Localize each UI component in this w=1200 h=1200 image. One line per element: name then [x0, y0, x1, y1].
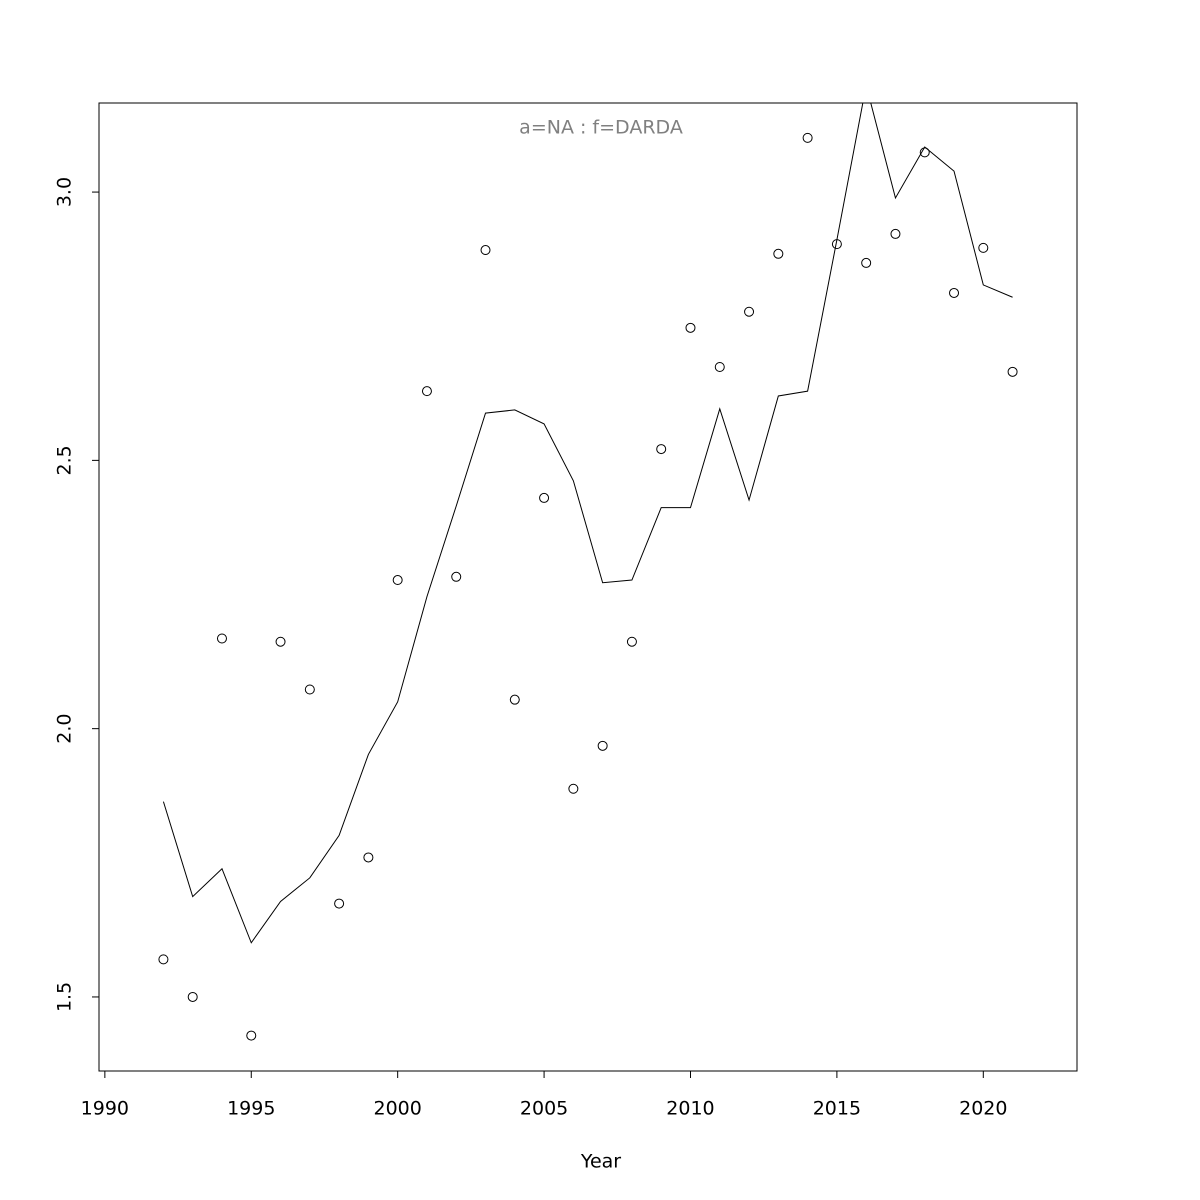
- data-point: [861, 257, 872, 268]
- data-point: [304, 684, 315, 695]
- data-point: [626, 636, 637, 647]
- data-point: [714, 362, 725, 372]
- y-tick-label: 1.5: [54, 982, 76, 1012]
- y-tick-label: 2.5: [54, 445, 76, 475]
- data-point: [597, 740, 608, 751]
- data-point: [685, 322, 696, 333]
- data-point: [158, 954, 169, 965]
- data-point: [216, 633, 227, 644]
- data-point: [890, 228, 901, 239]
- data-point: [744, 306, 755, 317]
- data-point: [246, 1030, 257, 1041]
- chart-title: a=NA : f=DARDA: [519, 117, 683, 139]
- data-point: [363, 852, 374, 863]
- x-tick-label: 1995: [227, 1098, 275, 1120]
- data-point: [509, 694, 520, 705]
- y-tick-label: 2.0: [54, 714, 76, 744]
- data-point: [1007, 366, 1018, 377]
- data-point: [802, 132, 813, 143]
- data-point: [539, 492, 550, 503]
- x-tick-label: 2010: [666, 1098, 714, 1120]
- data-point: [392, 575, 403, 586]
- plot-frame: [98, 102, 1078, 1072]
- data-point: [275, 636, 286, 647]
- data-point: [568, 783, 579, 794]
- data-point: [978, 242, 989, 253]
- data-point: [451, 571, 462, 582]
- y-tick-label: 3.0: [54, 177, 76, 207]
- x-tick-label: 1990: [81, 1098, 129, 1120]
- data-point: [480, 245, 491, 256]
- data-point: [773, 248, 784, 259]
- x-tick-label: 2005: [520, 1098, 568, 1120]
- plot-area: [158, 103, 1018, 1041]
- x-tick-label: 2015: [813, 1098, 861, 1120]
- x-tick-label: 2020: [959, 1098, 1007, 1120]
- data-point: [334, 898, 345, 909]
- x-axis-label: Year: [580, 1151, 621, 1173]
- data-point: [421, 386, 432, 397]
- data-point: [949, 287, 960, 298]
- data-point: [656, 444, 667, 455]
- x-tick-label: 2000: [373, 1098, 421, 1120]
- data-point: [187, 991, 198, 1002]
- data-line: [162, 103, 1013, 944]
